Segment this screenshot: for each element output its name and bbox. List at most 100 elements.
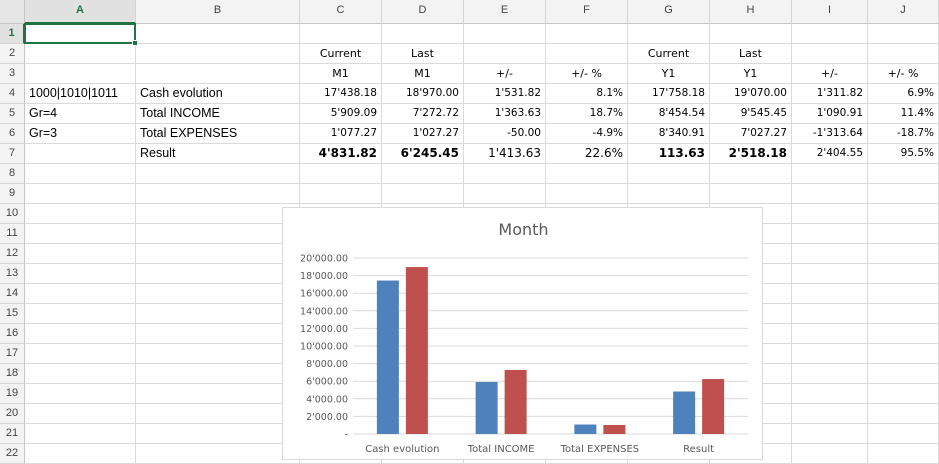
cell-b8[interactable] [136, 164, 300, 184]
cell-b19[interactable] [136, 384, 300, 404]
cell-e9[interactable] [464, 184, 546, 204]
cell-j19[interactable] [868, 384, 939, 404]
cell-i20[interactable] [792, 404, 868, 424]
column-header-j[interactable]: J [868, 0, 939, 24]
cell-d7[interactable]: 6'245.45 [382, 144, 464, 164]
column-header-d[interactable]: D [382, 0, 464, 24]
cell-i21[interactable] [792, 424, 868, 444]
cell-b14[interactable] [136, 284, 300, 304]
row-header-19[interactable]: 19 [0, 384, 25, 404]
cell-j3[interactable]: +/- % [868, 64, 939, 84]
cell-j13[interactable] [868, 264, 939, 284]
cell-a5[interactable]: Gr=4 [25, 104, 136, 124]
row-header-22[interactable]: 22 [0, 444, 25, 464]
cell-a17[interactable] [25, 344, 136, 364]
cell-i9[interactable] [792, 184, 868, 204]
row-header-5[interactable]: 5 [0, 104, 25, 124]
column-header-h[interactable]: H [710, 0, 792, 24]
row-header-21[interactable]: 21 [0, 424, 25, 444]
cell-g4[interactable]: 17'758.18 [628, 84, 710, 104]
row-header-7[interactable]: 7 [0, 144, 25, 164]
cell-b7[interactable]: Result [136, 144, 300, 164]
cell-j15[interactable] [868, 304, 939, 324]
cell-i5[interactable]: 1'090.91 [792, 104, 868, 124]
cell-b6[interactable]: Total EXPENSES [136, 124, 300, 144]
cell-c7[interactable]: 4'831.82 [300, 144, 382, 164]
cell-j6[interactable]: -18.7% [868, 124, 939, 144]
cell-g7[interactable]: 113.63 [628, 144, 710, 164]
cell-f8[interactable] [546, 164, 628, 184]
row-header-9[interactable]: 9 [0, 184, 25, 204]
cell-j11[interactable] [868, 224, 939, 244]
cell-e4[interactable]: 1'531.82 [464, 84, 546, 104]
cell-b18[interactable] [136, 364, 300, 384]
cell-a7[interactable] [25, 144, 136, 164]
cell-i4[interactable]: 1'311.82 [792, 84, 868, 104]
cell-b9[interactable] [136, 184, 300, 204]
cell-d3[interactable]: M1 [382, 64, 464, 84]
cell-e3[interactable]: +/- [464, 64, 546, 84]
row-header-12[interactable]: 12 [0, 244, 25, 264]
cell-f7[interactable]: 22.6% [546, 144, 628, 164]
cell-c8[interactable] [300, 164, 382, 184]
row-header-14[interactable]: 14 [0, 284, 25, 304]
cell-e1[interactable] [464, 24, 546, 44]
cell-f6[interactable]: -4.9% [546, 124, 628, 144]
cell-e8[interactable] [464, 164, 546, 184]
cell-a18[interactable] [25, 364, 136, 384]
cell-i8[interactable] [792, 164, 868, 184]
row-header-11[interactable]: 11 [0, 224, 25, 244]
cell-a14[interactable] [25, 284, 136, 304]
cell-g3[interactable]: Y1 [628, 64, 710, 84]
cell-e6[interactable]: -50.00 [464, 124, 546, 144]
cell-a15[interactable] [25, 304, 136, 324]
cell-a16[interactable] [25, 324, 136, 344]
cell-h6[interactable]: 7'027.27 [710, 124, 792, 144]
cell-g9[interactable] [628, 184, 710, 204]
cell-d5[interactable]: 7'272.72 [382, 104, 464, 124]
cell-i3[interactable]: +/- [792, 64, 868, 84]
cell-f9[interactable] [546, 184, 628, 204]
cell-a21[interactable] [25, 424, 136, 444]
cell-c1[interactable] [300, 24, 382, 44]
cell-a20[interactable] [25, 404, 136, 424]
cell-a13[interactable] [25, 264, 136, 284]
column-header-a[interactable]: A [25, 0, 136, 24]
cell-j16[interactable] [868, 324, 939, 344]
cell-i6[interactable]: -1'313.64 [792, 124, 868, 144]
cell-b2[interactable] [136, 44, 300, 64]
cell-h7[interactable]: 2'518.18 [710, 144, 792, 164]
cell-j1[interactable] [868, 24, 939, 44]
cell-a3[interactable] [25, 64, 136, 84]
cell-b12[interactable] [136, 244, 300, 264]
cell-f3[interactable]: +/- % [546, 64, 628, 84]
cell-a4[interactable]: 1000|1010|1011 [25, 84, 136, 104]
cell-f2[interactable] [546, 44, 628, 64]
cell-e7[interactable]: 1'413.63 [464, 144, 546, 164]
cell-j22[interactable] [868, 444, 939, 464]
cell-b13[interactable] [136, 264, 300, 284]
cell-i22[interactable] [792, 444, 868, 464]
row-header-17[interactable]: 17 [0, 344, 25, 364]
row-header-18[interactable]: 18 [0, 364, 25, 384]
cell-h3[interactable]: Y1 [710, 64, 792, 84]
cell-j21[interactable] [868, 424, 939, 444]
cell-b10[interactable] [136, 204, 300, 224]
column-header-g[interactable]: G [628, 0, 710, 24]
column-header-f[interactable]: F [546, 0, 628, 24]
cell-j14[interactable] [868, 284, 939, 304]
cell-g1[interactable] [628, 24, 710, 44]
cell-i18[interactable] [792, 364, 868, 384]
column-header-b[interactable]: B [136, 0, 300, 24]
cell-a11[interactable] [25, 224, 136, 244]
cell-b21[interactable] [136, 424, 300, 444]
cell-f1[interactable] [546, 24, 628, 44]
cell-c3[interactable]: M1 [300, 64, 382, 84]
cell-c9[interactable] [300, 184, 382, 204]
cell-g2[interactable]: Current [628, 44, 710, 64]
cell-j4[interactable]: 6.9% [868, 84, 939, 104]
cell-e2[interactable] [464, 44, 546, 64]
cell-j8[interactable] [868, 164, 939, 184]
row-header-15[interactable]: 15 [0, 304, 25, 324]
row-header-4[interactable]: 4 [0, 84, 25, 104]
